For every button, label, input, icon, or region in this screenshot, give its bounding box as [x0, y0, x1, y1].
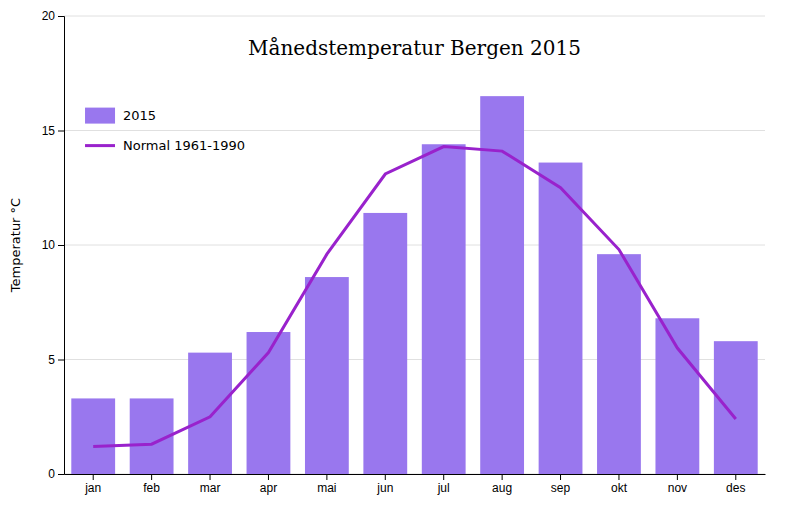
x-tick-mark — [677, 474, 678, 480]
x-tick: nov — [668, 474, 687, 495]
x-tick: des — [726, 474, 745, 495]
y-tick: 10 — [42, 238, 64, 252]
bar — [188, 353, 232, 474]
y-tick-label: 5 — [48, 353, 55, 367]
y-tick-mark — [58, 16, 64, 17]
x-tick-label: feb — [143, 481, 160, 495]
y-axis-line — [58, 17, 65, 475]
x-tick-label: okt — [611, 481, 628, 495]
legend-item: Normal 1961-1990 — [85, 138, 245, 153]
x-tick: sep — [551, 474, 571, 495]
x-tick: jul — [437, 474, 450, 495]
bar — [714, 341, 758, 474]
y-tick: 5 — [48, 353, 64, 367]
y-tick-label: 0 — [48, 467, 55, 481]
x-axis: jan feb mar apr mai jun jul aug sep okt nov des — [65, 474, 766, 495]
x-tick-mark — [268, 474, 269, 480]
y-tick: 20 — [42, 9, 64, 23]
x-tick-label: jul — [437, 481, 450, 495]
x-tick-label: sep — [551, 481, 571, 495]
x-tick-label: jun — [376, 481, 393, 495]
title: Månedstemperatur Bergen 2015 — [248, 36, 581, 60]
x-tick-mark — [502, 474, 503, 480]
x-tick-mark — [443, 474, 444, 480]
grid — [64, 16, 765, 474]
bar — [597, 254, 641, 474]
bar — [539, 163, 583, 474]
x-tick-mark — [151, 474, 152, 480]
x-tick-label: jan — [84, 481, 101, 495]
x-tick: apr — [260, 474, 277, 495]
y-tick: 0 — [48, 467, 64, 481]
x-tick-mark — [618, 474, 619, 480]
plot: jan feb mar apr mai jun jul aug sep okt nov des 0 5 10… — [8, 9, 766, 494]
x-tick: okt — [611, 474, 628, 495]
grid-line — [64, 130, 765, 131]
legend-label: 2015 — [123, 108, 156, 123]
x-tick: aug — [492, 474, 512, 495]
legend-swatch — [85, 108, 115, 124]
marks — [71, 96, 757, 474]
x-tick-label: nov — [668, 481, 687, 495]
y-tick: 15 — [42, 124, 64, 138]
x-tick-mark — [385, 474, 386, 480]
y-tick-mark — [58, 474, 64, 475]
y-tick-label: 15 — [42, 124, 56, 138]
x-tick-mark — [210, 474, 211, 480]
bar — [655, 318, 699, 474]
bar — [71, 398, 115, 474]
legend-item: 2015 — [85, 108, 156, 124]
y-tick-mark — [58, 245, 64, 246]
x-tick: jan — [84, 474, 101, 495]
chart: jan feb mar apr mai jun jul aug sep okt nov des 0 5 10… — [0, 0, 785, 514]
legend-swatch — [85, 144, 115, 147]
legend-label: Normal 1961-1990 — [123, 138, 245, 153]
y-tick-label: 10 — [42, 238, 56, 252]
x-tick-label: aug — [492, 481, 512, 495]
x-tick: mar — [200, 474, 221, 495]
legend: 2015 Normal 1961-1990 — [85, 108, 245, 154]
x-tick-label: apr — [260, 481, 277, 495]
line — [93, 147, 736, 447]
bar — [422, 144, 466, 474]
grid-line — [64, 245, 765, 246]
x-tick: mai — [317, 474, 336, 495]
grid-line — [64, 16, 765, 17]
bar-series — [71, 96, 757, 474]
bar — [363, 213, 407, 474]
x-tick-label: mai — [317, 481, 336, 495]
x-tick-label: mar — [200, 481, 221, 495]
y-tick-label: 20 — [42, 9, 56, 23]
x-tick-mark — [93, 474, 94, 480]
y-tick-mark — [58, 360, 64, 361]
y-axis: 0 5 10 15 20 — [42, 9, 65, 481]
bar — [305, 277, 349, 474]
x-tick: feb — [143, 474, 160, 495]
x-tick-label: des — [726, 481, 745, 495]
x-axis-line — [65, 474, 766, 475]
x-tick-mark — [326, 474, 327, 480]
x-tick-mark — [735, 474, 736, 480]
y-axis-title: Temperatur °C — [8, 198, 23, 293]
y-tick-mark — [58, 131, 64, 132]
x-tick: jun — [376, 474, 393, 495]
x-tick-mark — [560, 474, 561, 480]
